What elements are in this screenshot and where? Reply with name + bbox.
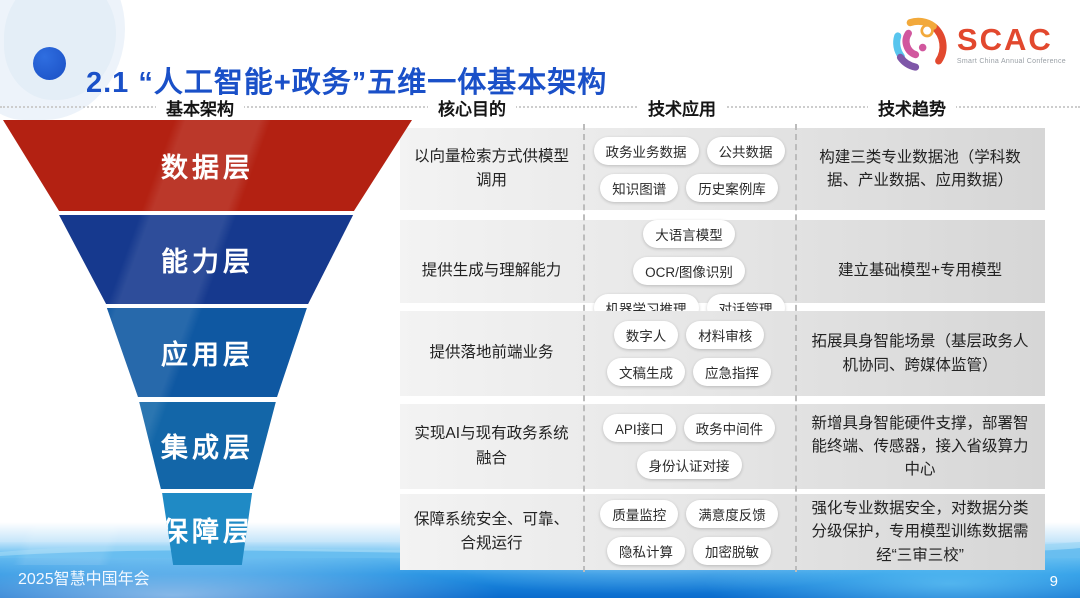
scac-logo-icon [893, 17, 947, 71]
app-pill-group: 大语言模型 OCR/图像识别 机器学习推理 对话管理 [583, 220, 795, 322]
app-pill: 材料审核 [686, 321, 765, 349]
row-assurance-layer: 保障系统安全、可靠、合规运行 质量监控 满意度反馈 隐私计算 加密脱敏 强化专业… [400, 494, 1045, 570]
app-pill: 质量监控 [600, 499, 679, 528]
title-bullet-icon [33, 47, 66, 80]
funnel-layer-data: 数据层 [3, 120, 412, 211]
header-dotted-line [0, 106, 1080, 108]
app-pill: 应急指挥 [693, 358, 771, 386]
trend-text: 拓展具身智能场景（基层政务人机协同、跨媒体监管） [811, 333, 1029, 374]
row-capability-layer: 提供生成与理解能力 大语言模型 OCR/图像识别 机器学习推理 对话管理 建立基… [400, 220, 1045, 322]
trend-text: 构建三类专业数据池（学科数据、产业数据、应用数据） [819, 148, 1021, 189]
app-pill: 知识图谱 [600, 173, 679, 202]
column-header-trends: 技术趋势 [868, 95, 956, 120]
column-separator [795, 124, 797, 572]
app-pill-group: 数字人 材料审核 文稿生成 应急指挥 [583, 321, 795, 386]
app-pill-group: 政务业务数据 公共数据 知识图谱 历史案例库 [583, 136, 795, 202]
column-separator [583, 124, 585, 572]
app-pill: 历史案例库 [686, 173, 778, 202]
app-pill: 政务中间件 [683, 414, 776, 442]
app-pill-group: 质量监控 满意度反馈 隐私计算 加密脱敏 [583, 499, 795, 565]
row-integration-layer: 实现AI与现有政务系统融合 API接口 政务中间件 身份认证对接 新增具身智能硬… [400, 404, 1045, 489]
column-header-purpose: 核心目的 [428, 95, 516, 120]
app-pill: API接口 [602, 414, 676, 442]
row-data-layer: 以向量检索方式供模型调用 政务业务数据 公共数据 知识图谱 历史案例库 构建三类… [400, 128, 1045, 210]
trend-text: 建立基础模型+专用模型 [837, 262, 1003, 280]
footer-conference-label: 2025智慧中国年会 [18, 571, 150, 588]
app-pill: 公共数据 [706, 136, 785, 165]
trend-text: 强化专业数据安全，对数据分类分级保护，专用模型训练数据需经“三审三校” [811, 500, 1029, 564]
app-pill: 大语言模型 [643, 220, 735, 248]
purpose-text: 保障系统安全、可靠、合规运行 [413, 510, 569, 552]
app-pill: 数字人 [613, 321, 679, 349]
app-pill: 身份认证对接 [636, 451, 742, 479]
app-pill: 政务业务数据 [593, 136, 699, 165]
column-header-architecture: 基本架构 [156, 95, 244, 120]
app-pill: 加密脱敏 [693, 536, 771, 565]
scac-logo: SCAC Smart China Annual Conference [888, 12, 1066, 76]
app-pill: 满意度反馈 [686, 499, 778, 528]
app-pill: 文稿生成 [607, 358, 685, 386]
purpose-text: 以向量检索方式供模型调用 [413, 147, 569, 189]
funnel-layer-assurance: 保障层 [162, 493, 253, 565]
app-pill: 隐私计算 [607, 536, 685, 565]
logo-subtitle: Smart China Annual Conference [956, 57, 1066, 65]
column-header-applications: 技术应用 [638, 95, 726, 120]
funnel-layer-capability: 能力层 [59, 215, 354, 304]
funnel-layer-integration: 集成层 [139, 402, 276, 489]
row-application-layer: 提供落地前端业务 数字人 材料审核 文稿生成 应急指挥 拓展具身智能场景（基层政… [400, 311, 1045, 396]
trend-text: 新增具身智能硬件支撑，部署智能终端、传感器，接入省级算力中心 [811, 414, 1029, 479]
app-pill-group: API接口 政务中间件 身份认证对接 [583, 414, 795, 479]
purpose-text: 提供生成与理解能力 [421, 261, 562, 279]
purpose-text: 提供落地前端业务 [429, 344, 554, 362]
page-title: 2.1 “人工智能+政务”五维一体基本架构 [86, 67, 608, 100]
app-pill: OCR/图像识别 [633, 257, 745, 285]
purpose-text: 实现AI与现有政务系统融合 [414, 425, 569, 467]
logo-wordmark: SCAC [956, 21, 1053, 57]
funnel-layer-application: 应用层 [106, 308, 307, 397]
page-number: 9 [1049, 573, 1058, 590]
